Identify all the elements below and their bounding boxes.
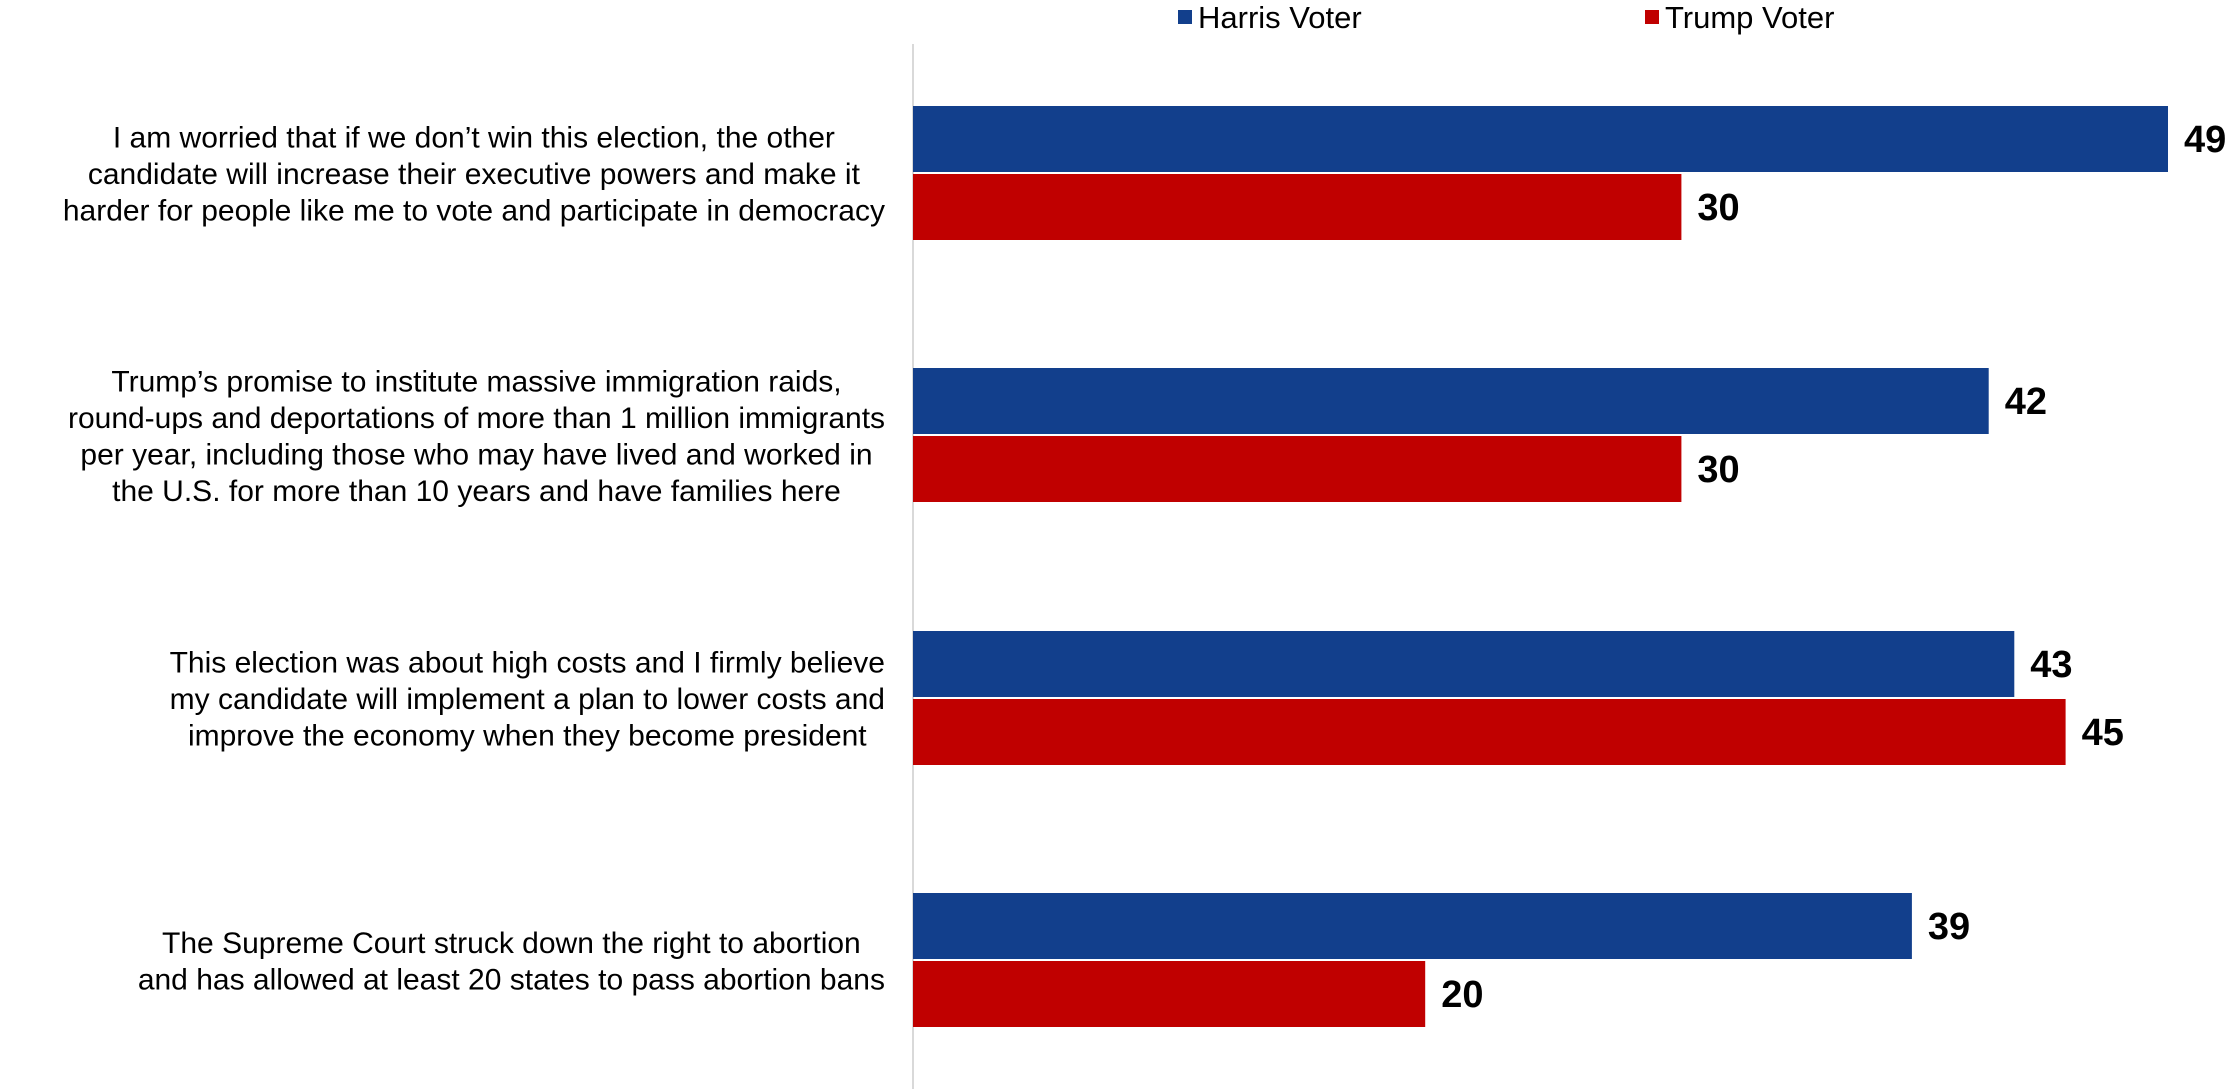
category-label-0: I am worried that if we don’t win this e… [63,122,885,228]
category-label-2: This election was about high costs and I… [170,647,885,753]
bar-harris-2 [913,631,2015,697]
bar-harris-3 [913,893,1912,959]
legend-label-1: Trump Voter [1665,0,1834,35]
bar-trump-0 [913,174,1682,240]
bars [913,106,2168,1027]
value-label-trump-0: 30 [1697,187,1739,229]
value-label-harris-0: 49 [2184,119,2226,161]
category-labels: I am worried that if we don’t win this e… [63,122,885,997]
bar-trump-2 [913,699,2066,765]
legend: Harris Voter Trump Voter [1178,0,1834,35]
legend-swatch-1 [1645,10,1659,24]
legend-swatch-0 [1178,10,1192,24]
legend-label-0: Harris Voter [1198,0,1362,35]
value-label-trump-1: 30 [1697,449,1739,491]
value-label-trump-2: 45 [2082,712,2124,754]
category-label-3: The Supreme Court struck down the right … [138,927,885,997]
value-label-trump-3: 20 [1441,974,1483,1016]
value-label-harris-1: 42 [2005,381,2047,423]
value-label-harris-3: 39 [1928,906,1970,948]
bar-trump-3 [913,961,1426,1027]
category-label-1: Trump’s promise to institute massive imm… [68,365,885,508]
bar-harris-1 [913,368,1989,434]
bar-harris-0 [913,106,2168,172]
value-label-harris-2: 43 [2030,644,2072,686]
bar-trump-1 [913,436,1682,502]
